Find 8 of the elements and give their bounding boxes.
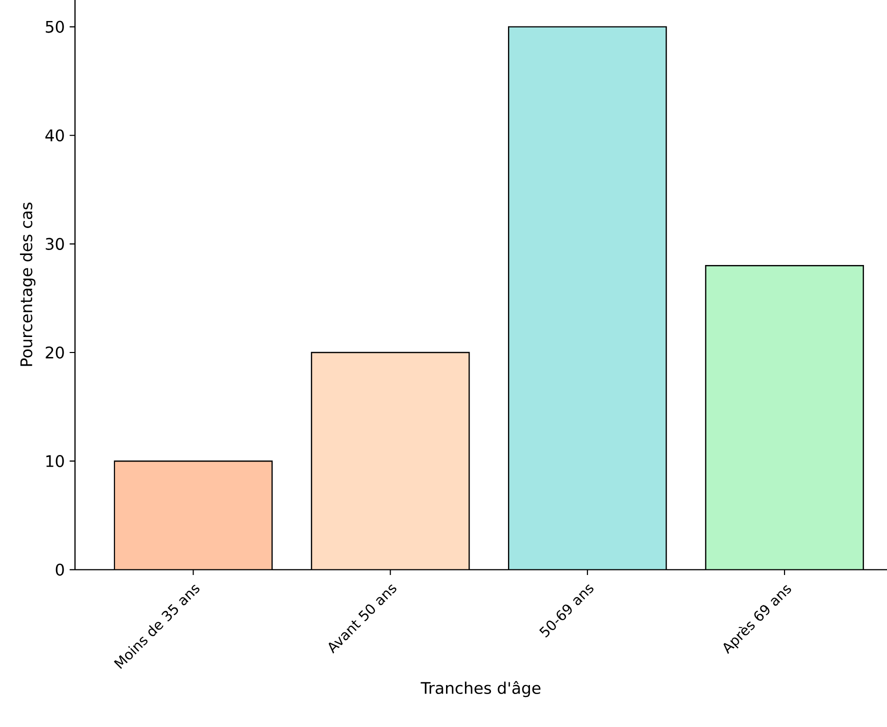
y-tick-label: 50 <box>46 20 64 33</box>
x-axis-title: Tranches d'âge <box>420 681 540 698</box>
y-tick-label: 30 <box>46 238 64 250</box>
y-tick-label: 10 <box>46 455 64 468</box>
y-tick-label: 40 <box>45 129 64 142</box>
y-tick-label: 0 <box>56 564 64 576</box>
y-tick-label: 20 <box>46 346 64 359</box>
y-axis-title: Pourcentage des cas <box>20 202 36 366</box>
